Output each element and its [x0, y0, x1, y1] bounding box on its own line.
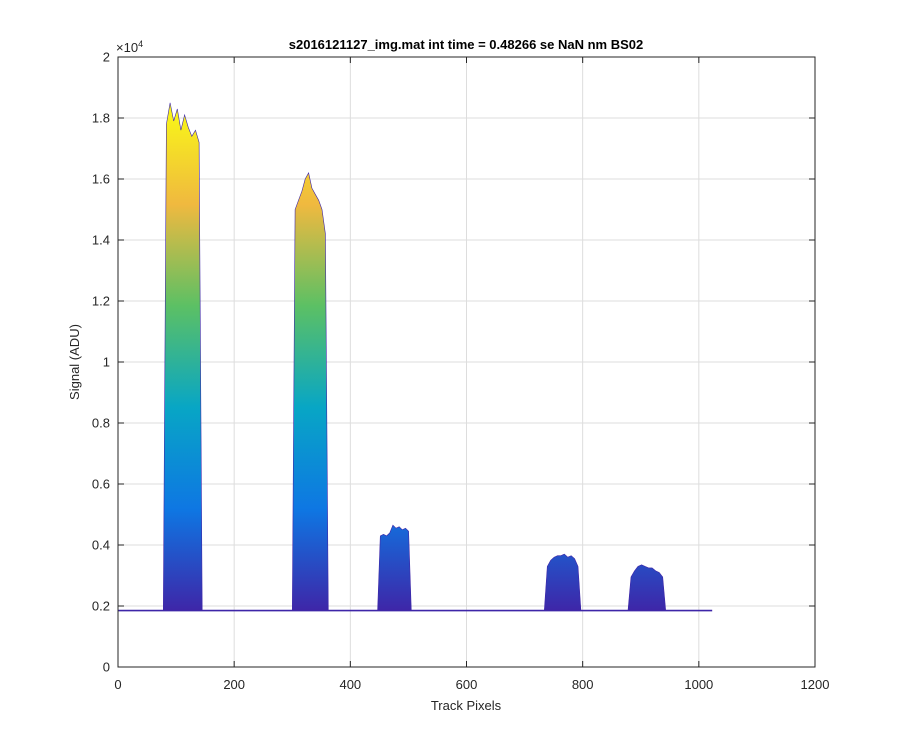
y-exponent-label: ×104	[116, 39, 143, 55]
data-area	[162, 102, 667, 611]
peak-5	[627, 564, 667, 611]
y-tick-label: 0.8	[92, 416, 110, 431]
y-tick-label: 1.8	[92, 111, 110, 126]
x-tick-label: 1200	[801, 677, 830, 692]
y-tick-label: 1.6	[92, 172, 110, 187]
x-tick-label: 0	[114, 677, 121, 692]
y-tick-label: 0.4	[92, 538, 110, 553]
y-tick-label: 1.4	[92, 233, 110, 248]
y-tick-label: 0.2	[92, 599, 110, 614]
y-tick-label: 1	[103, 355, 110, 370]
x-axis-label: Track Pixels	[431, 698, 502, 713]
y-tick-label: 0	[103, 660, 110, 675]
y-axis-label: Signal (ADU)	[67, 324, 82, 400]
x-tick-label: 800	[572, 677, 594, 692]
chart-title: s2016121127_img.mat int time = 0.48266 s…	[289, 37, 643, 52]
peak-1	[162, 102, 203, 611]
grid	[118, 57, 815, 667]
y-tick-label: 1.2	[92, 294, 110, 309]
x-tick-label: 200	[223, 677, 245, 692]
x-tick-label: 400	[339, 677, 361, 692]
y-tick-label: 2	[103, 50, 110, 65]
y-exponent-base: ×10	[116, 40, 138, 55]
peak-2	[291, 172, 329, 611]
y-tick-label: 0.6	[92, 477, 110, 492]
x-tick-label: 600	[456, 677, 478, 692]
peak-3	[377, 524, 412, 611]
peak-4	[543, 553, 582, 611]
y-exponent-power: 4	[138, 39, 143, 49]
x-tick-label: 1000	[684, 677, 713, 692]
x-axis-ticks: 0 200 400 600 800 1000 1200	[114, 57, 829, 692]
y-axis-ticks: 0 0.2 0.4 0.6 0.8 1 1.2 1.4 1.6 1.8 2	[92, 50, 815, 675]
